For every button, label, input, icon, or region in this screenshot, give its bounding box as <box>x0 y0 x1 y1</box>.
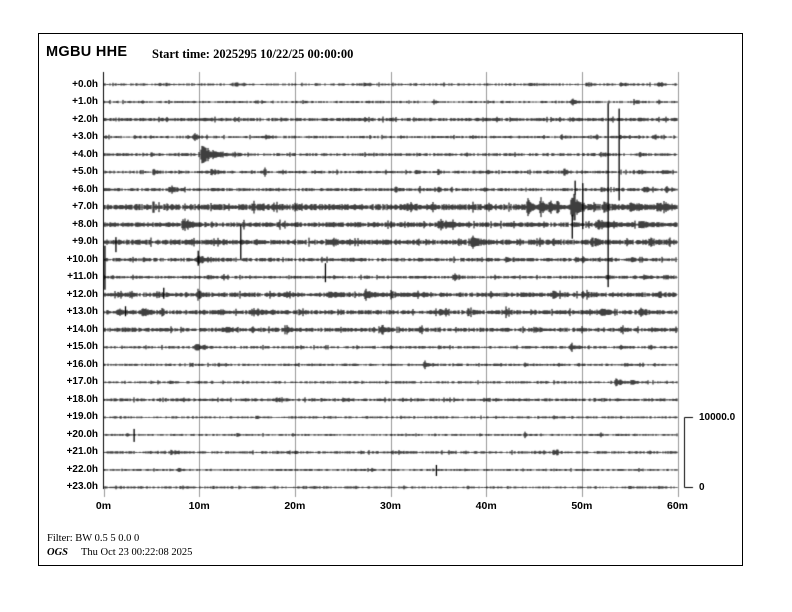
start-time-label: Start time: 2025295 10/22/25 00:00:00 <box>152 47 354 61</box>
hour-label: +9.0h <box>72 236 98 248</box>
timestamp-label: Thu Oct 23 00:22:08 2025 <box>81 547 193 558</box>
time-tick-label: 40m <box>475 500 497 512</box>
hour-label: +15.0h <box>66 341 98 353</box>
hour-label: +0.0h <box>72 78 98 90</box>
hour-label: +19.0h <box>66 411 98 423</box>
hour-label: +12.0h <box>66 288 98 300</box>
hour-label: +1.0h <box>72 96 98 108</box>
hour-label: +22.0h <box>66 463 98 475</box>
scale-min-label: 0 <box>699 482 705 493</box>
plot-frame <box>38 33 743 566</box>
hour-label: +20.0h <box>66 428 98 440</box>
time-tick-label: 30m <box>379 500 401 512</box>
hour-label: +11.0h <box>67 271 98 283</box>
hour-label: +8.0h <box>72 218 98 230</box>
hour-label: +3.0h <box>72 131 98 143</box>
credit-line: OGS Thu Oct 23 00:22:08 2025 <box>47 546 192 559</box>
scale-max-label: 10000.0 <box>699 412 736 423</box>
agency-label: OGS <box>47 547 69 558</box>
hour-label: +18.0h <box>66 393 98 405</box>
hour-label: +4.0h <box>72 148 98 160</box>
time-tick-label: 10m <box>188 500 210 512</box>
time-tick-label: 50m <box>571 500 593 512</box>
hour-label: +6.0h <box>72 183 98 195</box>
time-tick-label: 20m <box>284 500 306 512</box>
hour-label: +2.0h <box>72 113 98 125</box>
hour-label: +16.0h <box>66 358 98 370</box>
filter-label: Filter: BW 0.5 5 0.0 0 <box>47 533 140 544</box>
station-title: MGBU HHE <box>46 44 128 60</box>
hour-label: +7.0h <box>72 201 98 213</box>
hour-label: +5.0h <box>72 166 98 178</box>
hour-label: +23.0h <box>66 481 98 493</box>
hour-label: +17.0h <box>66 376 98 388</box>
hour-label: +13.0h <box>66 306 98 318</box>
time-tick-label: 60m <box>666 500 688 512</box>
hour-label: +21.0h <box>66 446 98 458</box>
hour-label: +14.0h <box>66 323 98 335</box>
time-tick-label: 0m <box>95 500 112 512</box>
hour-label: +10.0h <box>66 253 98 265</box>
